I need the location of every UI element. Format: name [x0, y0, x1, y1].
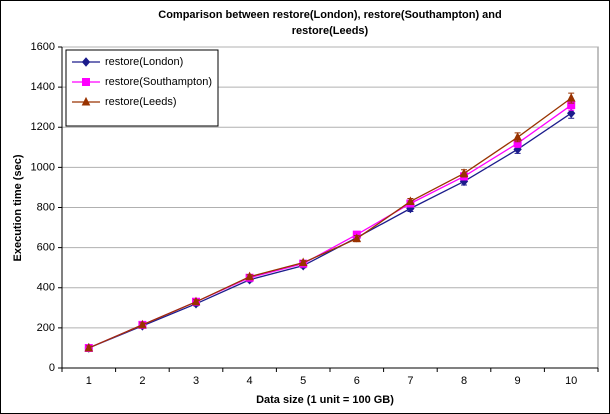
- marker: [566, 93, 576, 102]
- series-line: [88, 97, 572, 349]
- legend-label: restore(London): [105, 56, 183, 68]
- marker: [84, 342, 94, 352]
- y-tick-label: 1600: [31, 41, 55, 53]
- chart-title: Comparison between restore(London), rest…: [158, 9, 501, 21]
- x-tick-label: 6: [354, 375, 360, 387]
- x-tick-label: 3: [193, 375, 199, 387]
- x-tick-label: 4: [247, 375, 253, 387]
- y-tick-label: 1200: [31, 121, 55, 133]
- y-tick-label: 1000: [31, 161, 55, 173]
- marker: [406, 196, 415, 205]
- marker: [81, 57, 91, 67]
- x-tick-label: 1: [86, 375, 92, 387]
- x-tick-label: 8: [461, 375, 467, 387]
- marker: [513, 132, 522, 141]
- x-tick-label: 10: [565, 375, 577, 387]
- x-tick-label: 7: [407, 375, 413, 387]
- y-tick-label: 600: [37, 242, 55, 254]
- y-tick-label: 1400: [31, 81, 55, 93]
- y-axis-label: Execution time (sec): [12, 154, 24, 261]
- marker: [81, 96, 91, 106]
- marker: [82, 78, 90, 86]
- legend-box: [65, 49, 219, 127]
- legend-label: restore(Southampton): [105, 76, 212, 88]
- x-tick-label: 2: [139, 375, 145, 387]
- x-tick-label: 9: [515, 375, 521, 387]
- marker: [298, 257, 308, 267]
- marker: [138, 319, 147, 329]
- legend-label: restore(Leeds): [105, 96, 177, 108]
- series-line: [88, 112, 572, 349]
- y-tick-label: 800: [37, 201, 55, 213]
- marker: [459, 168, 469, 177]
- marker: [352, 233, 362, 243]
- x-tick-label: 5: [300, 375, 306, 387]
- marker: [567, 108, 576, 118]
- marker: [245, 271, 254, 281]
- chart-title: restore(Leeds): [292, 25, 369, 37]
- y-tick-label: 400: [37, 282, 55, 294]
- x-axis-label: Data size (1 unit = 100 GB): [256, 394, 394, 406]
- y-tick-label: 200: [37, 322, 55, 334]
- y-tick-label: 0: [49, 362, 55, 374]
- marker: [191, 296, 201, 306]
